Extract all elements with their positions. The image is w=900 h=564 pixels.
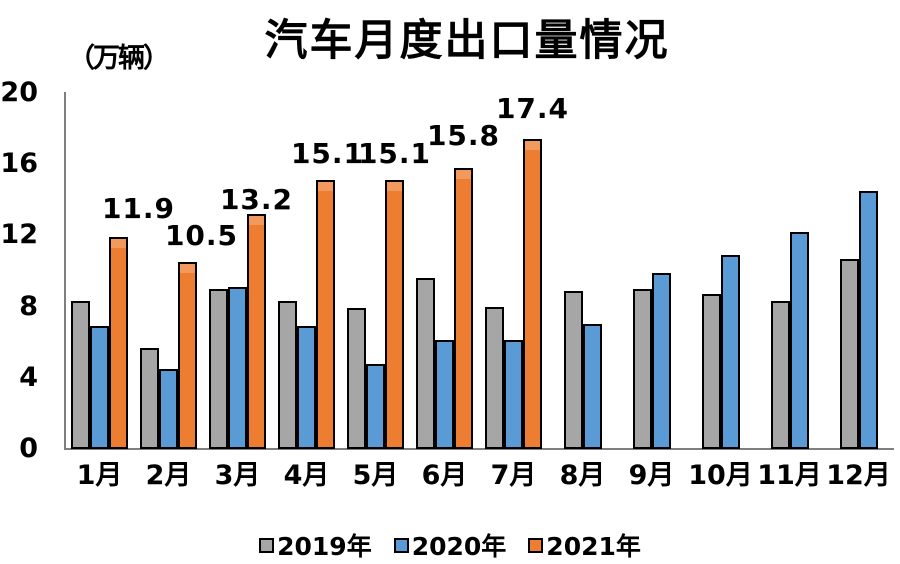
bar-2021年-6月 <box>454 168 473 449</box>
bar-2020年-10月 <box>720 255 740 449</box>
bar-2019年-5月 <box>347 308 366 449</box>
bar-2020年-8月 <box>582 324 602 449</box>
x-label-8月: 8月 <box>559 460 606 491</box>
bar-2021年-1月 <box>109 237 128 449</box>
bar-group-5月: 15.1 <box>341 93 430 449</box>
bar-2019年-3月 <box>209 289 228 449</box>
bar-2021年-3月 <box>247 214 266 449</box>
y-tick-label: 8 <box>19 290 38 322</box>
x-label-3月: 3月 <box>214 460 261 491</box>
bar-group-11月 <box>755 93 824 449</box>
bar-2020年-7月 <box>504 340 523 449</box>
bar-2021年-7月 <box>523 139 542 449</box>
bar-group-1月: 11.9 <box>65 93 174 449</box>
y-tick-label: 16 <box>0 148 38 180</box>
bar-2019年-7月 <box>485 307 504 449</box>
legend-swatch-icon <box>393 537 409 553</box>
bar-2021年-4月 <box>316 180 335 449</box>
bar-group-4月: 15.1 <box>272 93 363 449</box>
chart-title: 汽车月度出口量情况 <box>264 16 670 66</box>
bar-2019年-6月 <box>416 278 435 449</box>
x-label-2月: 2月 <box>145 460 192 491</box>
legend-item-2020年: 2020年 <box>393 527 507 563</box>
bar-2019年-8月 <box>563 291 583 449</box>
x-axis-line <box>64 448 894 450</box>
y-tick-label: 4 <box>19 361 38 393</box>
x-label-10月: 10月 <box>688 460 753 491</box>
bar-2021年-5月 <box>385 180 404 449</box>
bar-group-6月: 15.8 <box>410 93 499 449</box>
legend-item-2019年: 2019年 <box>259 527 372 563</box>
x-label-9月: 9月 <box>628 460 675 491</box>
bar-2020年-3月 <box>228 287 247 449</box>
bar-group-9月 <box>617 93 686 449</box>
legend-label: 2021年 <box>546 532 641 561</box>
x-label-5月: 5月 <box>352 460 399 491</box>
data-label-3月: 13.2 <box>219 183 294 216</box>
x-label-7月: 7月 <box>490 460 537 491</box>
data-label-7月: 17.4 <box>495 92 570 125</box>
legend-swatch-icon <box>528 537 544 553</box>
plot-area: 11.9 10.5 13.2 15.1 15.1 15.8 17.4 <box>65 93 893 449</box>
y-tick-label: 12 <box>0 219 38 251</box>
bar-group-2月: 10.5 <box>134 93 237 449</box>
bar-group-3月: 13.2 <box>203 93 292 449</box>
bar-2020年-12月 <box>858 191 878 449</box>
bar-2019年-4月 <box>278 301 297 449</box>
bar-2019年-11月 <box>770 301 790 449</box>
bar-2020年-1月 <box>90 326 109 449</box>
bar-group-8月 <box>548 93 617 449</box>
bar-2019年-2月 <box>140 348 159 449</box>
bar-2020年-11月 <box>789 232 809 449</box>
bar-2020年-9月 <box>651 273 671 449</box>
y-axis-line <box>64 92 66 450</box>
bar-group-10月 <box>686 93 755 449</box>
x-label-1月: 1月 <box>76 460 123 491</box>
data-label-2月: 10.5 <box>164 219 239 252</box>
bar-2021年-2月 <box>178 262 197 449</box>
bar-2020年-2月 <box>159 369 178 449</box>
data-label-4月: 15.1 <box>290 137 365 170</box>
legend-label: 2019年 <box>277 532 372 561</box>
x-label-11月: 11月 <box>757 460 822 491</box>
x-label-4月: 4月 <box>283 460 330 491</box>
legend-swatch-icon <box>259 537 275 553</box>
bar-2019年-9月 <box>632 289 652 449</box>
data-label-5月: 15.1 <box>357 137 432 170</box>
legend: 2019年 2020年 2021年 <box>0 527 900 563</box>
bar-2020年-5月 <box>366 364 385 449</box>
y-tick-label: 20 <box>0 77 38 108</box>
data-label-1月: 11.9 <box>101 192 176 225</box>
bar-2019年-1月 <box>71 301 90 449</box>
y-axis-unit-label: （万辆） <box>68 43 170 74</box>
data-label-6月: 15.8 <box>426 119 501 152</box>
x-label-12月: 12月 <box>826 460 891 491</box>
bar-2020年-4月 <box>297 326 316 449</box>
bar-2020年-6月 <box>435 340 454 449</box>
y-tick-label: 0 <box>19 433 38 464</box>
bar-group-7月: 17.4 <box>479 93 568 449</box>
bar-group-12月 <box>824 93 893 449</box>
bar-2019年-10月 <box>701 294 721 449</box>
bar-2019年-12月 <box>839 259 859 449</box>
x-label-6月: 6月 <box>421 460 468 491</box>
legend-label: 2020年 <box>411 532 507 561</box>
legend-item-2021年: 2021年 <box>528 527 641 563</box>
x-axis-category-labels: 1月 2月 3月 4月 5月 6月 7月 8月 9月 10月 11月 12月 <box>65 459 893 493</box>
